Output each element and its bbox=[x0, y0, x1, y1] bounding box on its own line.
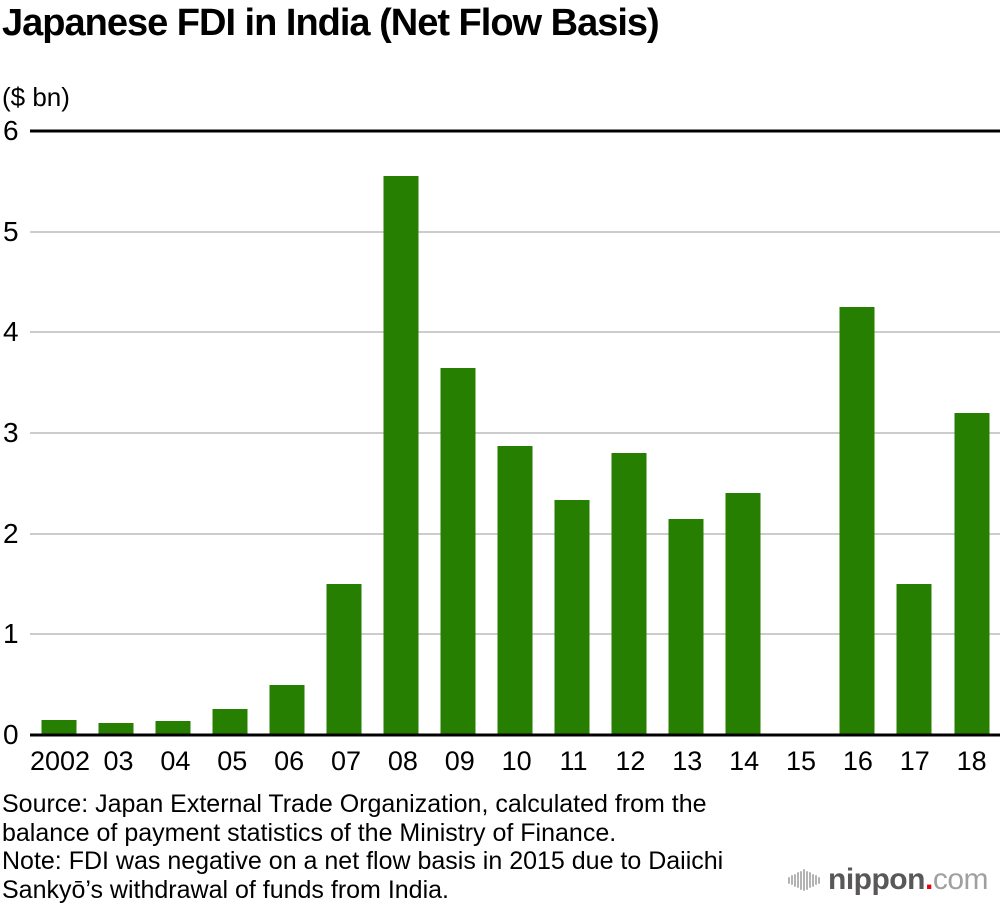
bar-slot-05 bbox=[201, 131, 258, 735]
x-tick-label-11: 11 bbox=[559, 746, 588, 776]
bar-10 bbox=[497, 446, 533, 735]
source-line-4: Sankyō’s withdrawal of funds from India. bbox=[2, 875, 449, 904]
x-tick-label-05: 05 bbox=[217, 746, 248, 776]
bar-05 bbox=[212, 708, 248, 735]
x-tick-label-10: 10 bbox=[501, 746, 532, 776]
bar-slot-13 bbox=[658, 131, 715, 735]
x-tick-label-12: 12 bbox=[615, 746, 646, 776]
bar-series bbox=[30, 131, 1000, 735]
y-tick-label-4: 4 bbox=[3, 316, 19, 348]
bar-slot-10 bbox=[487, 131, 544, 735]
soundwave-bar-8 bbox=[809, 872, 811, 888]
x-tick-label-13: 13 bbox=[672, 746, 703, 776]
bar-04 bbox=[155, 720, 191, 735]
source-line-1: Source: Japan External Trade Organizatio… bbox=[2, 790, 707, 818]
gridline-y3 bbox=[30, 432, 1000, 434]
x-tick-label-15: 15 bbox=[785, 746, 817, 776]
x-tick-label-14: 14 bbox=[729, 746, 760, 776]
x-tick-label-08: 08 bbox=[387, 746, 418, 776]
bar-slot-07 bbox=[315, 131, 372, 735]
axis-line-y6 bbox=[30, 129, 1000, 133]
bar-06 bbox=[269, 684, 305, 735]
bar-slot-04 bbox=[144, 131, 201, 735]
bar-slot-16 bbox=[829, 131, 886, 735]
x-tick-label-07: 07 bbox=[330, 746, 362, 776]
bar-07 bbox=[326, 584, 362, 735]
y-tick-label-1: 1 bbox=[3, 618, 19, 650]
x-tick-label-04: 04 bbox=[160, 746, 191, 776]
logo-wordmark: nippon.com bbox=[828, 863, 989, 896]
page-title: Japanese FDI in India (Net Flow Basis) bbox=[2, 2, 660, 44]
soundwave-bar-3 bbox=[794, 873, 796, 887]
bar-08 bbox=[383, 176, 419, 735]
gridline-y5 bbox=[30, 230, 1000, 233]
y-axis-unit-label: ($ bn) bbox=[2, 82, 70, 112]
plot-area bbox=[30, 129, 1000, 737]
soundwave-bar-10 bbox=[815, 875, 817, 885]
bar-slot-11 bbox=[544, 131, 601, 735]
bar-slot-2002 bbox=[30, 131, 87, 735]
soundwave-bar-4 bbox=[797, 872, 799, 888]
y-tick-label-3: 3 bbox=[3, 417, 19, 448]
source-note: Source: Japan External Trade Organizatio… bbox=[2, 790, 723, 904]
x-tick-label-16: 16 bbox=[842, 746, 873, 776]
nippon-logo: nippon.com bbox=[788, 863, 989, 896]
bar-slot-17 bbox=[886, 131, 943, 735]
bar-slot-06 bbox=[258, 131, 315, 735]
bar-slot-15 bbox=[772, 131, 829, 735]
bar-18 bbox=[954, 412, 990, 735]
soundwave-bar-1 bbox=[788, 876, 790, 884]
bar-13 bbox=[668, 518, 704, 735]
bar-17 bbox=[896, 584, 932, 735]
logo-name: nippon bbox=[828, 863, 925, 896]
x-axis-tick-labels: 2002 03 04 05 06 07 08 09 10 11 12 13 14 15 16 17 18 bbox=[30, 743, 1000, 781]
bar-slot-14 bbox=[715, 131, 772, 735]
y-tick-label-0: 0 bbox=[3, 719, 19, 750]
bar-slot-03 bbox=[87, 131, 144, 735]
x-tick-label-17: 17 bbox=[899, 746, 930, 776]
x-tick-label-09: 09 bbox=[444, 746, 475, 776]
bar-03 bbox=[98, 722, 134, 735]
source-line-2: balance of payment statistics of the Min… bbox=[2, 818, 617, 847]
source-line-3: Note: FDI was negative on a net flow bas… bbox=[2, 847, 724, 875]
x-tick-label-03: 03 bbox=[103, 746, 134, 776]
bar-12 bbox=[611, 453, 647, 735]
soundwave-icon bbox=[788, 868, 820, 892]
x-tick-label-06: 06 bbox=[274, 746, 305, 776]
logo-dot: . bbox=[924, 863, 933, 896]
y-tick-label-6: 6 bbox=[3, 115, 19, 146]
bar-11 bbox=[554, 500, 590, 735]
soundwave-bar-6 bbox=[803, 869, 805, 891]
logo-tld: com bbox=[932, 863, 989, 896]
x-tick-label-2002: 2002 bbox=[30, 746, 91, 776]
bar-09 bbox=[440, 367, 476, 735]
bar-slot-12 bbox=[601, 131, 658, 735]
bar-2002 bbox=[41, 719, 77, 735]
soundwave-bar-5 bbox=[800, 870, 802, 890]
soundwave-bar-9 bbox=[812, 873, 814, 887]
bar-slot-18 bbox=[943, 131, 1000, 735]
x-tick-label-18: 18 bbox=[956, 746, 987, 776]
bar-slot-09 bbox=[429, 131, 486, 735]
soundwave-bar-11 bbox=[818, 876, 820, 884]
bar-16 bbox=[839, 307, 875, 735]
bar-14 bbox=[725, 493, 761, 735]
soundwave-bar-7 bbox=[806, 870, 808, 890]
gridline-y4 bbox=[30, 331, 1000, 334]
soundwave-bar-2 bbox=[791, 875, 793, 885]
bar-slot-08 bbox=[372, 131, 429, 735]
y-tick-label-5: 5 bbox=[3, 215, 19, 247]
y-axis-tick-labels: 6 5 4 3 2 1 0 bbox=[3, 117, 29, 749]
axis-line-y0 bbox=[30, 733, 1000, 737]
y-tick-label-2: 2 bbox=[3, 517, 19, 549]
